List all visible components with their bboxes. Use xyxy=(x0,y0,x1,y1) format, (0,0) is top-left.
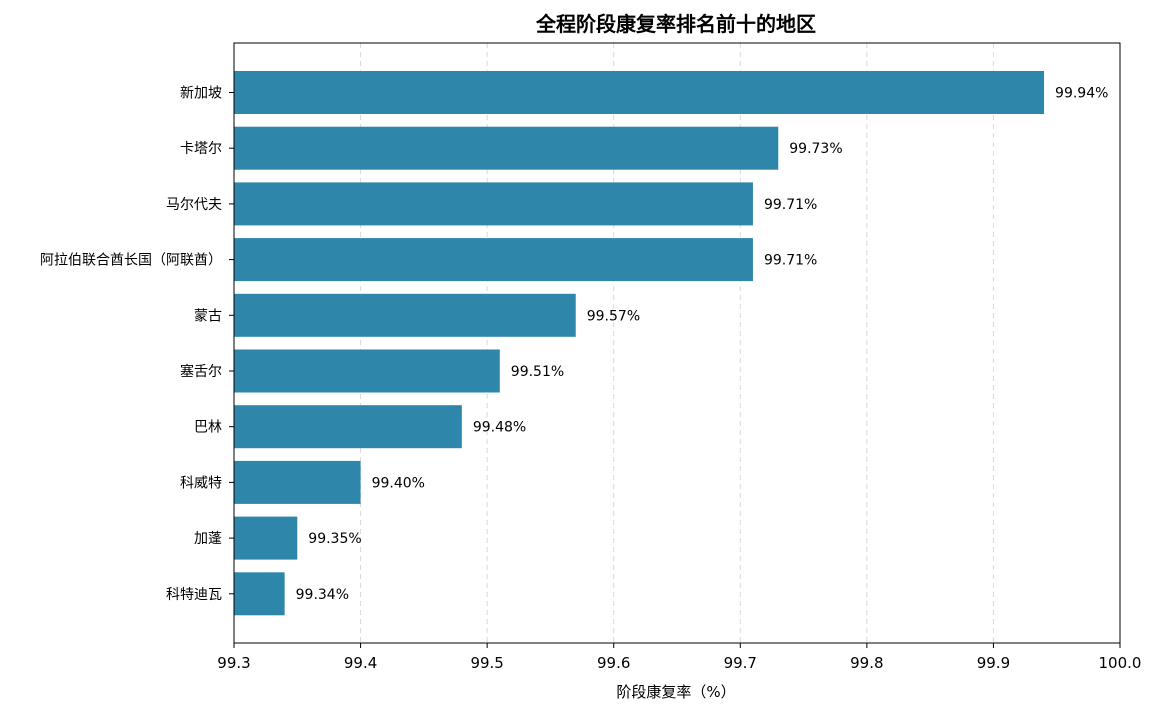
x-tick-label: 99.5 xyxy=(470,654,503,672)
bar xyxy=(234,71,1045,114)
bar xyxy=(234,349,500,393)
value-label: 99.57% xyxy=(587,308,640,324)
value-label: 99.40% xyxy=(372,475,425,491)
bar xyxy=(234,238,753,282)
value-label: 99.71% xyxy=(764,197,817,213)
value-label: 99.73% xyxy=(789,141,842,157)
x-tick-label: 99.4 xyxy=(344,654,377,672)
value-label: 99.34% xyxy=(296,587,349,603)
x-tick-label: 99.8 xyxy=(850,654,883,672)
category-label: 科特迪瓦 xyxy=(166,587,222,603)
value-label: 99.35% xyxy=(308,531,361,547)
bar xyxy=(234,405,462,449)
bar xyxy=(234,460,361,504)
bar xyxy=(234,126,779,170)
plot-frame xyxy=(233,42,1121,644)
x-axis-ticks: 99.3 99.4 99.5 99.6 99.7 99.8 99.9 100.0 xyxy=(217,643,1141,672)
value-label: 99.94% xyxy=(1055,86,1108,102)
category-label: 科威特 xyxy=(180,475,222,491)
category-label: 蒙古 xyxy=(194,308,222,324)
category-label: 阿拉伯联合酋长国（阿联酋） xyxy=(40,252,222,269)
value-labels: 99.94% 99.73% 99.71% 99.71% 99.57% 99.51% 99.4… xyxy=(296,86,1109,603)
bar xyxy=(234,293,576,337)
x-tick-label: 100.0 xyxy=(1099,654,1142,672)
bars xyxy=(234,71,1045,616)
chart-title: 全程阶段康复率排名前十的地区 xyxy=(535,12,816,36)
x-tick-label: 99.6 xyxy=(597,654,630,672)
x-axis-label: 阶段康复率（%） xyxy=(616,683,735,701)
x-tick-label: 99.9 xyxy=(977,654,1010,672)
category-label: 巴林 xyxy=(194,420,222,436)
value-label: 99.48% xyxy=(473,420,526,436)
value-label: 99.51% xyxy=(511,364,564,380)
category-label: 卡塔尔 xyxy=(180,141,222,157)
bar xyxy=(234,516,298,560)
bar xyxy=(234,572,285,616)
x-tick-label: 99.3 xyxy=(217,654,250,672)
category-label: 马尔代夫 xyxy=(166,197,222,213)
category-label: 塞舌尔 xyxy=(180,363,222,380)
bar xyxy=(234,182,753,226)
category-label: 新加坡 xyxy=(180,86,222,102)
category-label: 加蓬 xyxy=(194,531,222,547)
x-tick-label: 99.7 xyxy=(724,654,757,672)
value-label: 99.71% xyxy=(764,253,817,269)
